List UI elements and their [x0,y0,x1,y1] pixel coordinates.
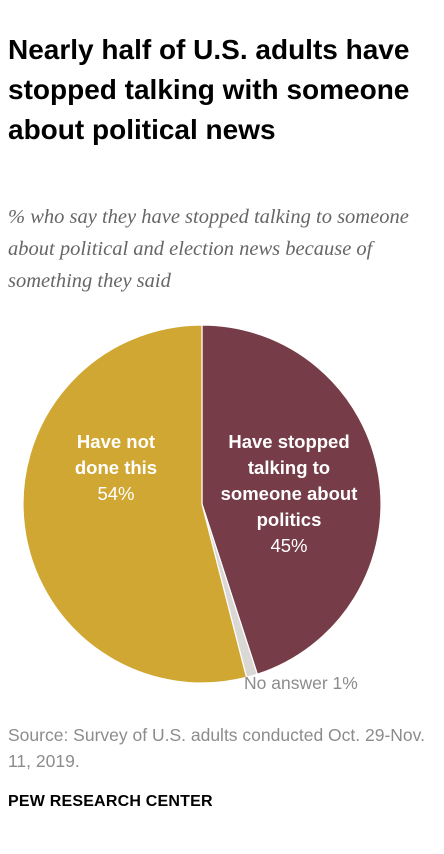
pie-chart: Have stopped talking to someone about polit… [22,324,382,693]
slice-label-line: politics [257,509,322,530]
pie-slice-have-stopped-talking-to-someone-about-politics [201,324,382,675]
slice-label-line: No answer 1% [244,673,358,693]
chart-title: Nearly half of U.S. adults have stopped … [8,34,410,145]
source-note: Source: Survey of U.S. adults conducted … [8,725,425,771]
slice-label-have-not-done-this: Have not done this 54% [75,431,157,504]
slice-label-no-answer: No answer 1% [244,673,358,693]
brand-logo: PEW RESEARCH CENTER [8,793,213,810]
slice-label-have-stopped-talking-to-someone-about-politics: Have stopped talking to someone about polit… [221,431,358,556]
slice-label-line: someone about [221,483,358,504]
slice-label-line: talking to [248,457,330,478]
slice-label-line: Have stopped [228,431,349,452]
slice-value-label: 45% [270,535,307,556]
slice-label-line: done this [75,457,157,478]
pie-slice-have-not-done-this [22,324,248,684]
chart-subtitle: % who say they have stopped talking to s… [8,206,409,292]
slice-value-label: 54% [97,483,134,504]
slice-label-line: Have not [77,431,155,452]
